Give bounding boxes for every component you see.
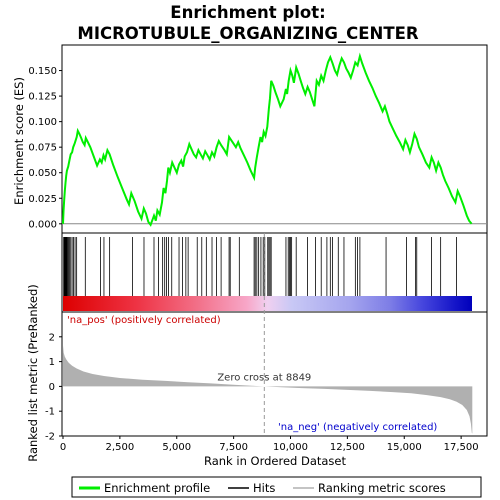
es-y-tick-label: 0.000 <box>28 219 57 230</box>
hits-ticks <box>63 237 457 296</box>
legend-ranking-metric-label: Ranking metric scores <box>318 481 446 495</box>
metric-panel-frame <box>61 311 488 437</box>
metric-y-tick-label: -2 <box>45 432 55 443</box>
metric-axis-ticks: -2 -1 0 1 2 0 2,500 5,000 7,500 10,000 12,500 15,00… <box>45 332 479 453</box>
metric-y-axis-label: Ranked list metric (PreRanked) <box>26 284 40 462</box>
es-y-tick-label: 0.100 <box>28 117 57 128</box>
x-tick-label: 7,500 <box>219 442 248 453</box>
metric-y-tick-label: 0 <box>49 382 55 393</box>
rank-heat-bar <box>63 296 472 311</box>
chart-title-line-1: Enrichment plot: <box>170 3 325 22</box>
enrichment-profile-line <box>62 52 473 227</box>
x-tick-label: 0 <box>60 442 66 453</box>
chart-title-line-2: MICROTUBULE_ORGANIZING_CENTER <box>77 24 418 43</box>
es-panel-frame <box>61 44 488 234</box>
metric-y-tick-label: 1 <box>49 357 55 368</box>
x-tick-label: 5,000 <box>162 442 191 453</box>
positive-correlation-label: 'na_pos' (positively correlated) <box>67 315 221 326</box>
x-tick-label: 2,500 <box>106 442 135 453</box>
legend-enrichment-profile-label: Enrichment profile <box>104 481 210 495</box>
es-y-tick-label: 0.075 <box>28 143 57 154</box>
legend-hits-label: Hits <box>253 481 275 495</box>
x-tick-label: 17,500 <box>444 442 479 453</box>
es-y-tick-label: 0.150 <box>28 66 57 77</box>
negative-correlation-label: 'na_neg' (negatively correlated) <box>278 422 437 433</box>
es-y-tick-label: 0.125 <box>28 92 57 103</box>
es-panel-ticks: 0.000 0.025 0.050 0.075 0.100 0.125 0.150 <box>28 66 62 230</box>
es-y-axis-label: Enrichment score (ES) <box>12 77 26 205</box>
es-y-tick-label: 0.025 <box>28 194 57 205</box>
legend-box <box>71 476 482 498</box>
x-tick-label: 12,500 <box>330 442 365 453</box>
zero-cross-label: Zero cross at 8849 <box>217 372 311 383</box>
es-y-tick-label: 0.050 <box>28 168 57 179</box>
metric-y-tick-label: 2 <box>49 332 55 343</box>
x-axis-label: Rank in Ordered Dataset <box>204 454 347 468</box>
metric-y-tick-label: -1 <box>45 407 55 418</box>
ranking-metric-area <box>63 345 473 434</box>
x-tick-label: 10,000 <box>273 442 308 453</box>
x-tick-label: 15,000 <box>387 442 422 453</box>
